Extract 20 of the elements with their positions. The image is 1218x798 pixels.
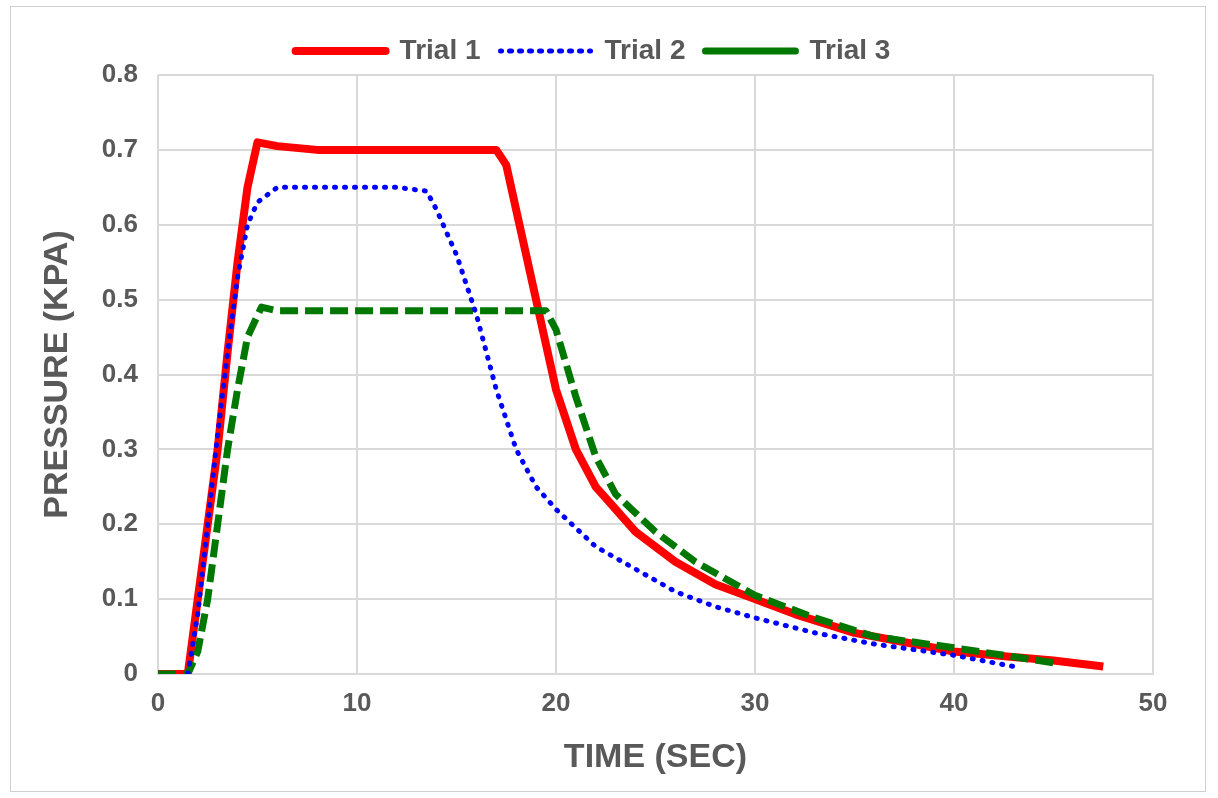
y-tick-label: 0.6 bbox=[101, 207, 138, 238]
x-tick-label: 10 bbox=[342, 686, 372, 717]
x-tick-label: 40 bbox=[939, 686, 969, 717]
legend-label: Trial 2 bbox=[604, 33, 686, 65]
x-tick-label: 20 bbox=[541, 686, 571, 717]
y-tick-label: 0.3 bbox=[101, 432, 138, 463]
y-tick-label: 0.8 bbox=[101, 58, 138, 89]
y-tick-label: 0.1 bbox=[101, 582, 138, 613]
legend-label: Trial 1 bbox=[399, 33, 481, 65]
y-axis-title: PRESSURE (KPA) bbox=[35, 230, 74, 519]
x-tick-label: 50 bbox=[1138, 686, 1168, 717]
y-tick-label: 0 bbox=[123, 657, 138, 688]
y-tick-label: 0.5 bbox=[101, 282, 138, 313]
y-tick-label: 0.7 bbox=[101, 133, 138, 164]
y-tick-label: 0.4 bbox=[101, 357, 139, 388]
x-tick-label: 0 bbox=[150, 686, 166, 717]
y-tick-label: 0.2 bbox=[101, 507, 138, 538]
x-tick-label: 30 bbox=[740, 686, 770, 717]
x-axis-title: TIME (SEC) bbox=[563, 735, 748, 774]
legend-label: Trial 3 bbox=[809, 33, 891, 65]
